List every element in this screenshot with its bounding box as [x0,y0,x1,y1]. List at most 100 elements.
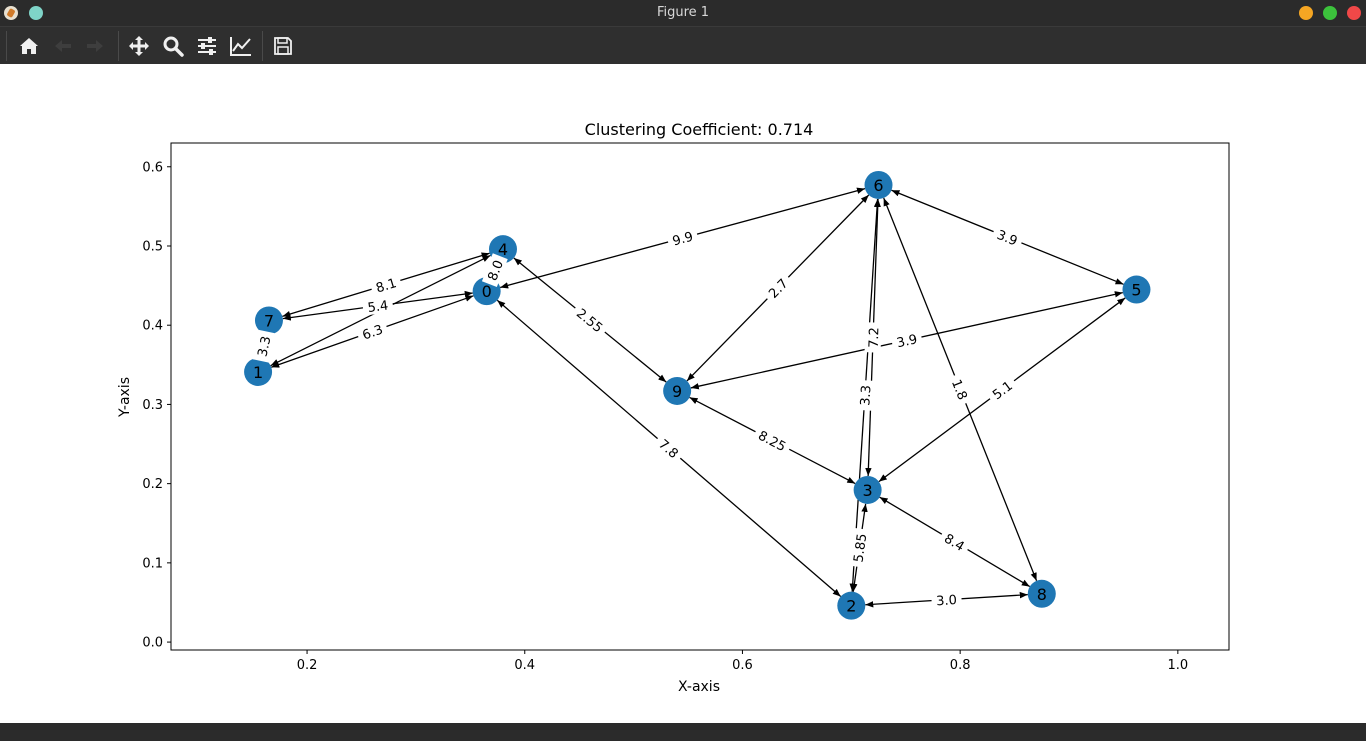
edge-label: 6.3 [355,318,390,345]
y-tick-label: 0.4 [142,319,163,334]
edge-label: 7.8 [652,432,686,465]
edge-label: 3.9 [990,224,1025,251]
node-3: 3 [853,475,882,504]
node-6: 6 [864,170,893,199]
home-button[interactable] [14,31,44,61]
edge-label-bg [666,226,700,250]
edge-label-bg [252,329,275,363]
graph-edge-labels: 8.15.46.33.38.09.97.82.552.73.98.253.97.… [252,224,1025,609]
edge-label-text: 9.9 [671,230,695,250]
edge-label-text: 6.3 [361,322,386,343]
node-circle [837,591,866,620]
arrow-right-icon [87,40,103,52]
x-tick-label: 1.0 [1167,658,1188,673]
node-1: 1 [244,357,273,386]
toolbar [0,26,1366,65]
node-label: 9 [672,382,682,401]
edge-label-text: 3.0 [936,593,958,609]
back-button[interactable] [48,31,78,61]
edge-label-bg [355,318,390,345]
chart-line-icon [230,37,251,56]
y-axis-ticks: 0.0 0.1 0.2 0.3 0.4 0.5 0.6 [142,160,171,651]
edge-label: 8.0 [481,253,508,288]
node-circle [1122,275,1151,304]
x-tick-label: 0.8 [950,658,971,673]
y-tick-label: 0.2 [142,477,163,492]
window-titlebar: Figure 1 [0,0,1366,26]
node-9: 9 [663,376,692,405]
edge-label-bg [985,374,1019,406]
save-button[interactable] [268,31,298,61]
chart-title: Clustering Coefficient: 0.714 [585,120,814,139]
y-axis-label: Y-axis [117,377,133,418]
move-icon [129,36,149,56]
node-8: 8 [1027,579,1056,608]
plot-frame [170,142,1230,651]
minimize-button[interactable] [1299,6,1313,20]
home-icon [20,38,38,54]
edge-label-text: 8.1 [374,276,398,296]
edge-label-bg [990,224,1025,251]
y-tick-label: 0.6 [142,160,163,175]
edge-label-text: 3.3 [858,385,874,407]
floppy-disk-icon [274,37,292,55]
node-label: 3 [863,481,873,500]
node-label: 8 [1037,585,1047,604]
edge-label-text: 8.25 [755,428,788,455]
x-tick-label: 0.2 [297,658,318,673]
edge-label-bg [848,527,871,568]
edge-label-text: 3.9 [895,332,918,351]
edge-label-bg [864,322,882,353]
edge-label-bg [570,301,610,339]
edge-label-bg [369,272,403,297]
configure-subplots-button[interactable] [192,31,222,61]
node-label: 1 [253,363,263,382]
edit-axis-button[interactable] [226,31,256,61]
edge-label: 9.9 [666,226,700,250]
x-tick-label: 0.6 [732,658,753,673]
zoom-button[interactable] [158,31,188,61]
figure-canvas[interactable]: Clustering Coefficient: 0.714 0.2 0.4 0.6 0… [0,64,1366,723]
y-tick-label: 0.1 [142,556,163,571]
toolbar-separator [118,31,119,61]
edge-label: 7.2 [864,322,883,353]
node-label: 5 [1131,281,1141,300]
window-menu-button[interactable] [29,6,43,20]
edge-label: 5.4 [361,295,394,316]
node-circle [864,170,893,199]
node-label: 7 [264,311,274,330]
edge-label-text: 5.4 [367,298,390,316]
node-label: 4 [498,240,508,259]
graph-plot: Clustering Coefficient: 0.714 0.2 0.4 0.6 0… [117,120,1230,695]
edge-label-bg [652,432,686,465]
edge-label-bg [947,372,974,407]
node-circle [244,357,273,386]
node-7: 7 [254,306,283,335]
y-tick-label: 0.5 [142,239,163,254]
edge-label-bg [937,527,972,557]
edge-label: 3.3 [855,379,875,411]
edge-label: 8.1 [369,272,403,297]
node-label: 2 [846,597,856,616]
pan-button[interactable] [124,31,154,61]
y-tick-label: 0.3 [142,398,163,413]
search-icon [163,36,184,57]
node-5: 5 [1122,275,1151,304]
edge-label-bg [931,590,963,609]
edge-label-bg [890,329,924,352]
edge-label-bg [361,295,394,316]
node-circle [663,376,692,405]
close-button[interactable] [1347,6,1361,20]
maximize-button[interactable] [1323,6,1337,20]
y-tick-label: 0.0 [142,636,163,651]
forward-button[interactable] [80,31,110,61]
edge-label: 5.1 [985,374,1019,406]
edge-label-bg [481,253,508,288]
edge-label: 3.3 [252,329,275,363]
edge-label-text: 1.8 [948,378,970,403]
node-circle [853,475,882,504]
edge-label-text: 7.2 [867,327,883,348]
node-circle [254,306,283,335]
node-2: 2 [837,591,866,620]
graph-nodes: 0 1 2 3 4 5 6 7 8 9 [244,170,1151,620]
